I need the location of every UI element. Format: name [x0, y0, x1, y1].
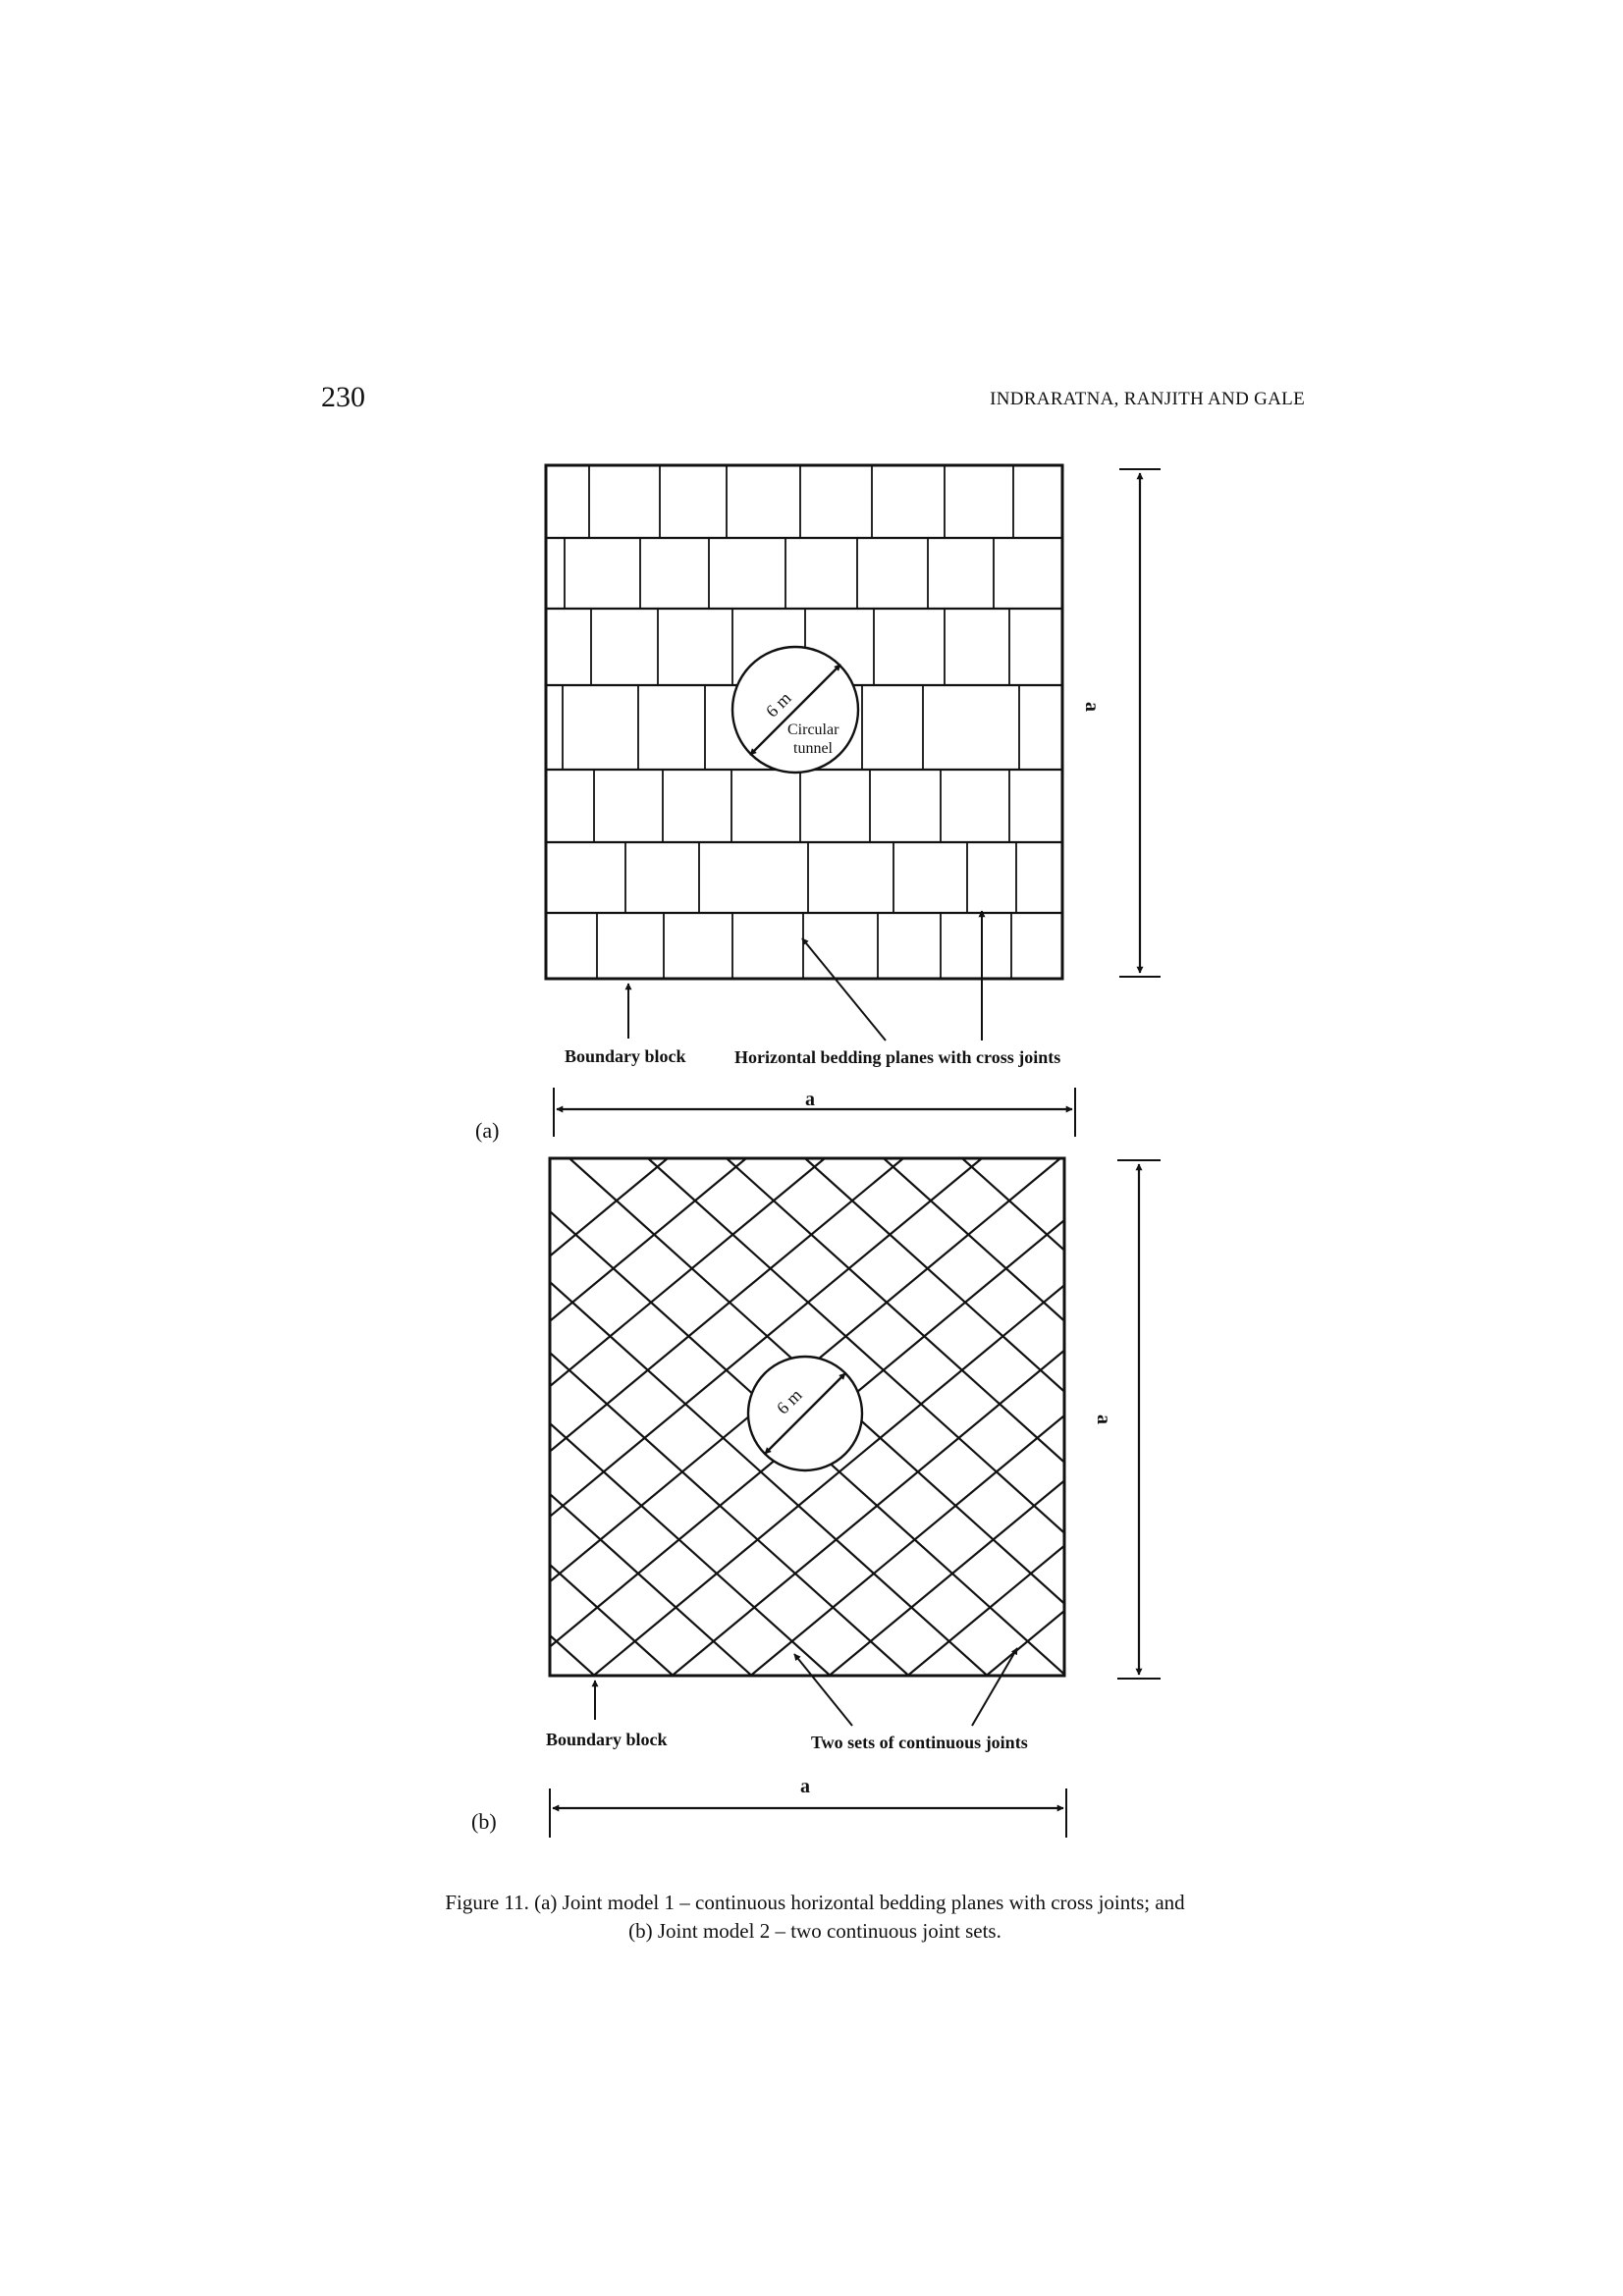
joint-set-1 [647, 1158, 1064, 1535]
joint-set-1 [550, 1633, 597, 1676]
figure-caption: Figure 11. (a) Joint model 1 – continuou… [324, 1889, 1306, 1946]
panel-a: 6 m Circular tunnel a Boundary block Hor… [475, 463, 1161, 1143]
cross-joints [562, 465, 1020, 979]
joint-set-1 [568, 1158, 1064, 1606]
boundary-block-label: Boundary block [546, 1730, 668, 1749]
joint-set-1 [550, 1280, 990, 1676]
joints-label: Horizontal bedding planes with cross joi… [734, 1047, 1060, 1067]
panel-a-boundary [544, 463, 1064, 981]
joint-set-2 [550, 1158, 747, 1323]
joint-set-2 [905, 1544, 1064, 1676]
joints-pointer-arrow [971, 1647, 1018, 1727]
continuous-joint-sets [550, 1158, 1064, 1676]
joints-label: Two sets of continuous joints [811, 1733, 1028, 1752]
joint-set-1 [550, 1563, 676, 1676]
joint-set-1 [883, 1158, 1064, 1323]
joint-set-1 [550, 1492, 754, 1676]
joints-pointer-arrow [793, 1653, 853, 1727]
panel-b-label: (b) [471, 1809, 497, 1834]
diameter-arrow [764, 1372, 846, 1455]
panel-b: 6 m a Boundary block Two sets of continu… [471, 1156, 1161, 1838]
tunnel-label: tunnel [793, 740, 834, 757]
joint-set-1 [726, 1158, 1064, 1465]
joint-set-2 [550, 1158, 669, 1257]
diameter-arrow [749, 664, 841, 756]
caption-line: Figure 11. (a) Joint model 1 – continuou… [445, 1891, 1185, 1914]
width-label: a [805, 1089, 815, 1110]
joint-set-1 [804, 1158, 1064, 1394]
caption-line: (b) Joint model 2 – two continuous joint… [628, 1919, 1001, 1943]
joint-set-2 [748, 1414, 1064, 1676]
joint-set-2 [550, 1158, 983, 1519]
joint-set-2 [984, 1609, 1064, 1676]
height-label: a [1081, 702, 1103, 712]
joint-set-2 [591, 1283, 1064, 1676]
joint-set-1 [550, 1209, 1064, 1676]
joint-set-2 [670, 1349, 1064, 1676]
boundary-block-label: Boundary block [565, 1046, 686, 1066]
height-label: a [1093, 1415, 1114, 1424]
page-number: 230 [321, 381, 365, 413]
running-head: INDRARATNA, RANJITH AND GALE [990, 389, 1305, 409]
joints-pointer-arrow [801, 937, 887, 1041]
joint-set-1 [961, 1158, 1064, 1253]
joint-set-2 [827, 1478, 1064, 1676]
panel-a-label: (a) [475, 1118, 499, 1143]
joint-set-2 [550, 1158, 826, 1388]
joint-set-2 [550, 1158, 904, 1453]
width-label: a [800, 1776, 810, 1797]
panel-b-boundary [548, 1156, 1066, 1678]
tunnel-label: Circular [787, 721, 839, 738]
joint-set-1 [550, 1351, 911, 1676]
joint-set-2 [550, 1158, 1061, 1583]
joint-set-1 [550, 1421, 833, 1676]
